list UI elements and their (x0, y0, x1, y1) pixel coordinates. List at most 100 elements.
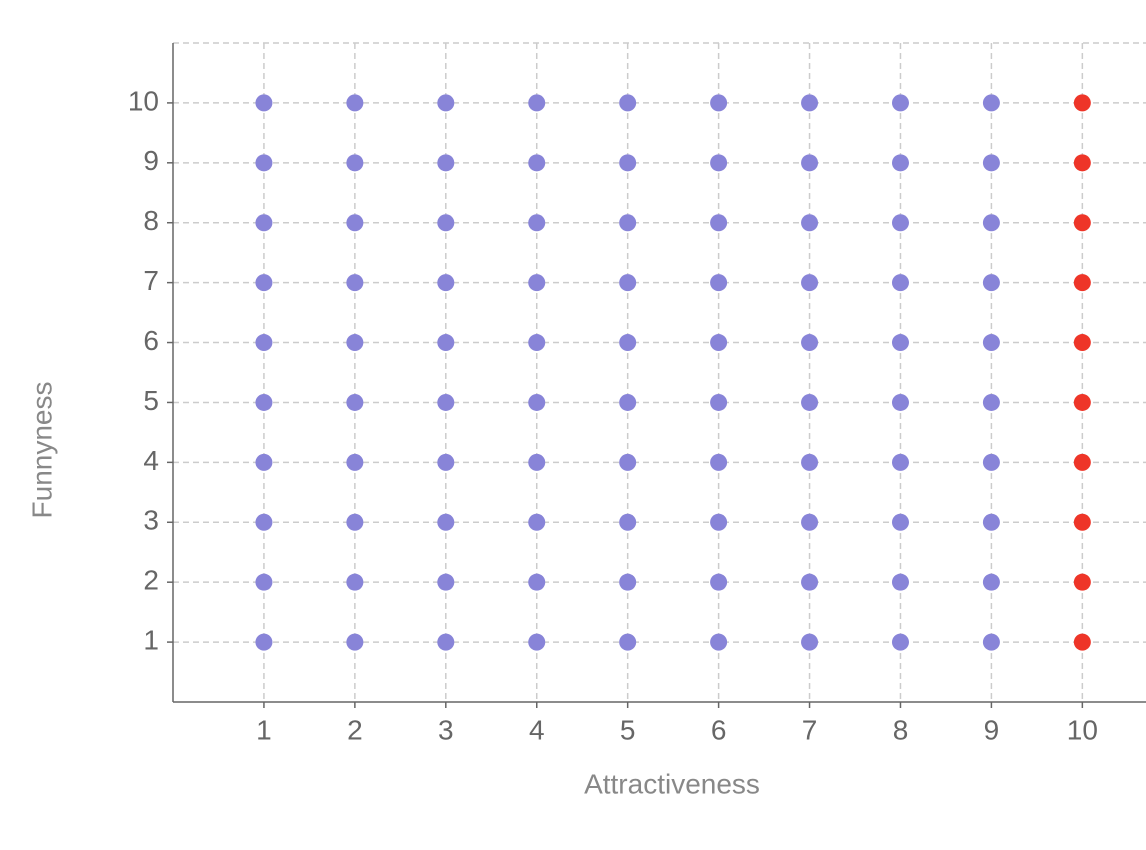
point (710, 154, 728, 172)
point (982, 94, 1000, 112)
y-tick-label: 2 (143, 565, 159, 596)
point (801, 453, 819, 471)
point (801, 393, 819, 411)
point (1073, 393, 1091, 411)
point (528, 334, 546, 352)
point (346, 513, 364, 531)
y-tick-label: 1 (143, 624, 159, 655)
y-tick-label: 4 (143, 445, 159, 476)
point (437, 393, 455, 411)
point (891, 214, 909, 232)
point (891, 154, 909, 172)
x-tick-label: 3 (438, 714, 454, 745)
point (346, 214, 364, 232)
point (437, 214, 455, 232)
y-tick-label: 7 (143, 265, 159, 296)
point (801, 154, 819, 172)
point (801, 274, 819, 292)
point (1073, 334, 1091, 352)
y-tick-label: 3 (143, 505, 159, 536)
x-tick-label: 2 (347, 714, 363, 745)
point (710, 393, 728, 411)
point (437, 573, 455, 591)
point (982, 274, 1000, 292)
point (982, 513, 1000, 531)
point (1073, 94, 1091, 112)
point (982, 214, 1000, 232)
point (710, 214, 728, 232)
point (255, 633, 273, 651)
point (982, 633, 1000, 651)
point (982, 334, 1000, 352)
point (619, 334, 637, 352)
point (801, 214, 819, 232)
point (346, 393, 364, 411)
point (346, 573, 364, 591)
point (619, 154, 637, 172)
point (255, 453, 273, 471)
point (710, 513, 728, 531)
point (619, 633, 637, 651)
point (346, 154, 364, 172)
x-tick-label: 4 (529, 714, 545, 745)
point (528, 94, 546, 112)
point (346, 453, 364, 471)
point (710, 633, 728, 651)
point (1073, 154, 1091, 172)
point (891, 94, 909, 112)
y-tick-label: 6 (143, 325, 159, 356)
point (619, 393, 637, 411)
point (437, 274, 455, 292)
point (1073, 513, 1091, 531)
point (891, 393, 909, 411)
point (346, 633, 364, 651)
point (255, 334, 273, 352)
point (982, 154, 1000, 172)
point (619, 513, 637, 531)
x-tick-label: 9 (984, 714, 1000, 745)
point (255, 214, 273, 232)
point (346, 274, 364, 292)
point (528, 274, 546, 292)
x-tick-label: 6 (711, 714, 727, 745)
point (1073, 633, 1091, 651)
point (1073, 573, 1091, 591)
point (437, 633, 455, 651)
x-tick-label: 10 (1067, 714, 1098, 745)
point (619, 573, 637, 591)
point (255, 513, 273, 531)
point (710, 453, 728, 471)
point (255, 94, 273, 112)
point (1073, 453, 1091, 471)
point (619, 274, 637, 292)
point (1073, 274, 1091, 292)
point (891, 274, 909, 292)
y-axis-title: Funnyness (26, 382, 57, 519)
y-tick-label: 10 (128, 85, 159, 116)
point (982, 393, 1000, 411)
point (528, 573, 546, 591)
x-tick-label: 8 (893, 714, 909, 745)
point (891, 453, 909, 471)
point (346, 94, 364, 112)
point (801, 94, 819, 112)
y-tick-label: 8 (143, 205, 159, 236)
x-tick-label: 7 (802, 714, 818, 745)
point (891, 513, 909, 531)
point (255, 274, 273, 292)
x-axis-title: Attractiveness (584, 768, 760, 799)
point (528, 154, 546, 172)
point (619, 94, 637, 112)
point (801, 633, 819, 651)
y-tick-label: 9 (143, 145, 159, 176)
point (528, 393, 546, 411)
point (801, 573, 819, 591)
point (982, 453, 1000, 471)
point (437, 453, 455, 471)
point (801, 334, 819, 352)
point (619, 453, 637, 471)
y-tick-label: 5 (143, 385, 159, 416)
point (891, 633, 909, 651)
x-tick-label: 1 (256, 714, 272, 745)
